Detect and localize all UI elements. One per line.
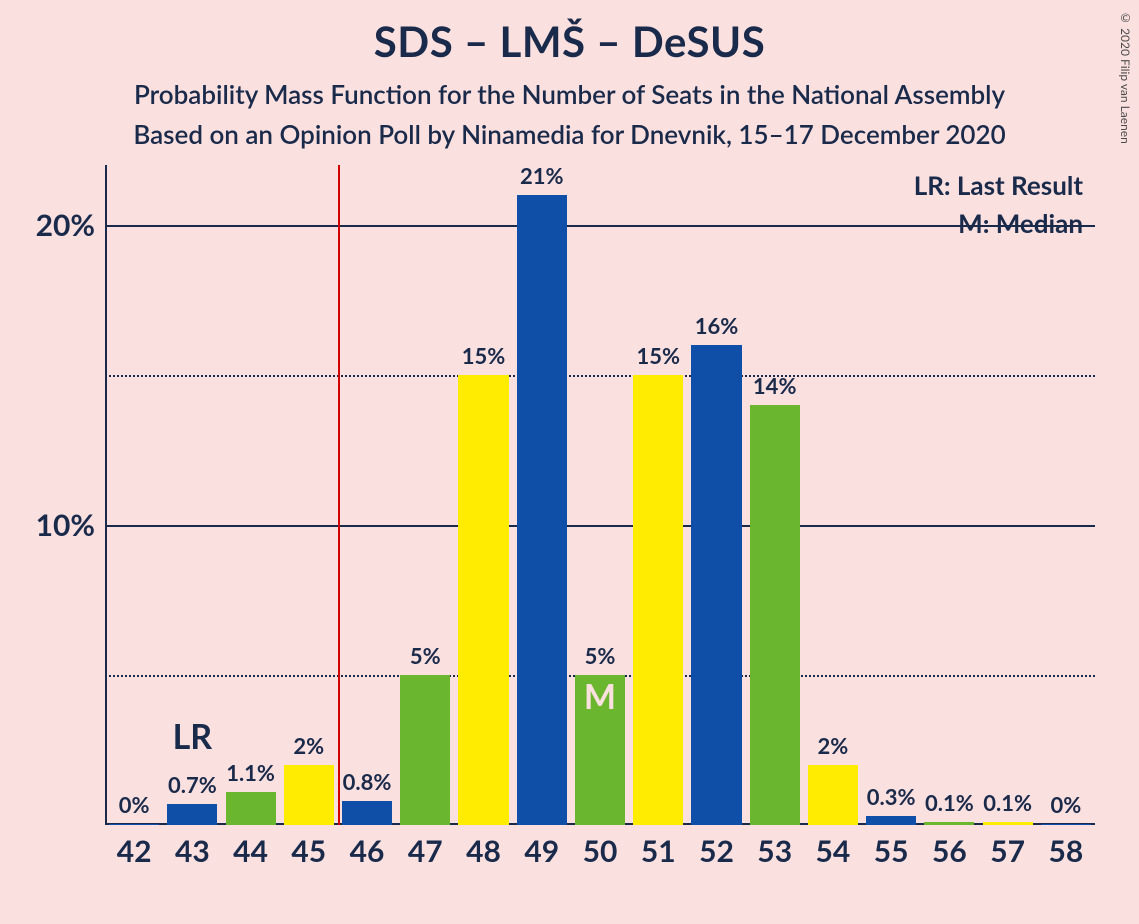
- chart-root: SDS – LMŠ – DeSUS Probability Mass Funct…: [0, 0, 1139, 924]
- bar: [1041, 824, 1091, 825]
- bar-value-label: 0%: [1050, 791, 1081, 818]
- bar-value-label: 2%: [818, 732, 849, 759]
- bar-value-label: 0.7%: [168, 771, 217, 798]
- bar-value-label: 1.1%: [226, 759, 275, 786]
- bar: [691, 345, 741, 825]
- legend-lr: LR: Last Result: [914, 169, 1083, 201]
- lr-line: [338, 165, 340, 825]
- bar-value-label: 2%: [293, 732, 324, 759]
- bar-value-label: 14%: [753, 372, 797, 399]
- x-tick-label: 42: [117, 833, 152, 869]
- x-tick-label: 51: [641, 833, 676, 869]
- bar-value-label: 5%: [585, 642, 616, 669]
- bar-value-label: 21%: [520, 162, 564, 189]
- bar: [342, 801, 392, 825]
- x-tick-label: 58: [1048, 833, 1083, 869]
- bar: [226, 792, 276, 825]
- x-tick-label: 50: [583, 833, 618, 869]
- chart-subtitle-2: Based on an Opinion Poll by Ninamedia fo…: [0, 118, 1139, 150]
- bar: [808, 765, 858, 825]
- copyright-text: © 2020 Filip van Laenen: [1118, 10, 1133, 144]
- bar-value-label: 16%: [695, 312, 739, 339]
- bar-value-label: 0.1%: [925, 789, 974, 816]
- bar-value-label: 15%: [636, 342, 680, 369]
- bar-value-label: 0.1%: [983, 789, 1032, 816]
- bar-value-label: 5%: [410, 642, 441, 669]
- gridline-major: [105, 525, 1095, 527]
- bar-value-label: 15%: [462, 342, 506, 369]
- x-tick-label: 48: [466, 833, 501, 869]
- bar: [284, 765, 334, 825]
- bar-value-label: 0.3%: [867, 783, 916, 810]
- x-tick-label: 46: [350, 833, 385, 869]
- chart-subtitle-1: Probability Mass Function for the Number…: [0, 78, 1139, 110]
- x-tick-label: 57: [990, 833, 1025, 869]
- x-tick-label: 54: [816, 833, 851, 869]
- median-label: M: [584, 676, 616, 717]
- bar: [167, 804, 217, 825]
- x-tick-label: 47: [408, 833, 443, 869]
- bar: [866, 816, 916, 825]
- x-tick-label: 53: [757, 833, 792, 869]
- bar: [750, 405, 800, 825]
- x-tick-label: 43: [175, 833, 210, 869]
- lr-label: LR: [173, 716, 213, 757]
- bar: [983, 822, 1033, 825]
- y-tick-label: 10%: [5, 507, 95, 543]
- x-tick-label: 56: [932, 833, 967, 869]
- x-tick-label: 49: [524, 833, 559, 869]
- legend-m: M: Median: [958, 207, 1083, 239]
- plot-area: LR: Last Result M: Median 10%20%0%420.7%…: [105, 165, 1095, 825]
- x-tick-label: 55: [874, 833, 909, 869]
- y-tick-label: 20%: [5, 207, 95, 243]
- bar-value-label: 0%: [119, 791, 150, 818]
- bar: [400, 675, 450, 825]
- bar: [517, 195, 567, 825]
- bar: [458, 375, 508, 825]
- bar: [633, 375, 683, 825]
- x-tick-label: 45: [291, 833, 326, 869]
- bar: [924, 822, 974, 825]
- bar-value-label: 0.8%: [343, 768, 392, 795]
- bar: [109, 824, 159, 826]
- gridline-minor: [105, 375, 1095, 377]
- x-tick-label: 52: [699, 833, 734, 869]
- chart-title: SDS – LMŠ – DeSUS: [0, 16, 1139, 66]
- gridline-major: [105, 225, 1095, 227]
- y-axis: [105, 165, 107, 825]
- x-tick-label: 44: [233, 833, 268, 869]
